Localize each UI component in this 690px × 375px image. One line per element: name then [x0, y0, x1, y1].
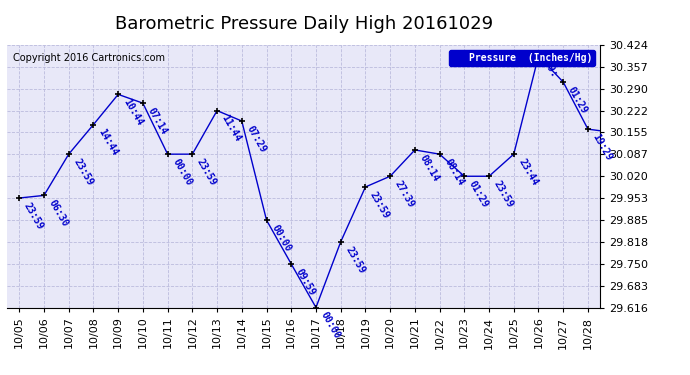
Text: 08:14: 08:14	[417, 153, 441, 183]
Text: 00:00: 00:00	[170, 157, 194, 188]
Text: 10:44: 10:44	[121, 97, 144, 128]
Text: 23:59: 23:59	[72, 157, 95, 188]
Text: 09:59: 09:59	[294, 267, 317, 297]
Text: 01:44: 01:44	[0, 374, 1, 375]
Text: Copyright 2016 Cartronics.com: Copyright 2016 Cartronics.com	[13, 53, 165, 63]
Text: 23:59: 23:59	[195, 157, 219, 188]
Text: 14:44: 14:44	[96, 128, 119, 158]
Text: Barometric Pressure Daily High 20161029: Barometric Pressure Daily High 20161029	[115, 15, 493, 33]
Text: 09:: 09:	[541, 59, 559, 79]
Text: 08:14: 08:14	[442, 157, 466, 188]
Text: 19:29: 19:29	[591, 132, 614, 162]
Text: 00:00: 00:00	[269, 223, 293, 254]
Text: 07:14: 07:14	[146, 106, 169, 136]
Legend: Pressure  (Inches/Hg): Pressure (Inches/Hg)	[448, 50, 595, 66]
Text: 23:59: 23:59	[368, 190, 391, 220]
Text: 06:30: 06:30	[47, 198, 70, 229]
Text: 01:29: 01:29	[467, 179, 491, 210]
Text: 07:29: 07:29	[244, 124, 268, 154]
Text: 01:29: 01:29	[566, 85, 589, 115]
Text: 23:59: 23:59	[22, 201, 46, 231]
Text: 23:59: 23:59	[344, 244, 367, 275]
Text: 23:59: 23:59	[492, 179, 515, 210]
Text: 27:39: 27:39	[393, 179, 416, 210]
Text: 11:44: 11:44	[220, 113, 243, 144]
Text: 00:00: 00:00	[319, 310, 342, 341]
Text: 23:44: 23:44	[517, 157, 540, 188]
